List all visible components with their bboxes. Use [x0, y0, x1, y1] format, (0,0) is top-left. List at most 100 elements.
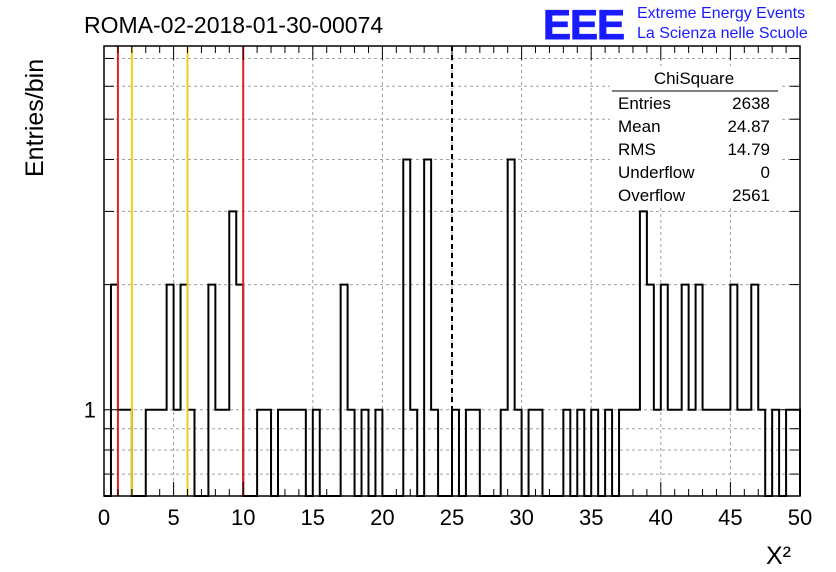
histogram-bin	[716, 410, 723, 496]
histogram-bin	[640, 211, 647, 496]
histogram-bin	[682, 285, 689, 496]
histogram-bin	[299, 410, 306, 496]
histogram-bin	[703, 410, 710, 496]
eee-logo: EEE Extreme Energy Events La Scienza nel…	[543, 1, 808, 49]
histogram-bin	[758, 410, 765, 496]
logo-line1: Extreme Energy Events	[637, 5, 805, 22]
histogram-bin	[181, 285, 188, 496]
stats-value-mean: 24.87	[727, 117, 770, 136]
x-tick-label: 45	[718, 505, 742, 530]
histogram-bin	[403, 159, 410, 496]
histogram-bin	[730, 285, 737, 496]
histogram-bin	[264, 410, 271, 496]
histogram-bin	[160, 410, 167, 496]
histogram-bin	[125, 410, 132, 496]
histogram-bin	[466, 410, 473, 496]
histogram-bin	[257, 410, 264, 496]
histogram-bin	[647, 285, 654, 496]
histogram-bin	[278, 410, 285, 496]
stats-label-mean: Mean	[618, 117, 661, 136]
histogram-bin	[501, 410, 508, 496]
histogram-bin	[793, 410, 800, 496]
histogram-bin	[529, 410, 536, 496]
histogram-bin	[362, 410, 369, 496]
histogram-bin	[375, 410, 382, 496]
x-tick-label: 20	[370, 505, 394, 530]
histogram-bin	[654, 410, 661, 496]
axes	[103, 45, 801, 497]
histogram-bin	[146, 410, 153, 496]
stats-box-title: ChiSquare	[654, 69, 734, 88]
histogram-bin	[689, 410, 696, 496]
histogram-bin	[786, 410, 793, 496]
logo-line2: La Scienza nelle Scuole	[637, 25, 808, 42]
histogram-bin	[626, 410, 633, 496]
chart-title: ROMA-02-2018-01-30-00074	[84, 12, 383, 38]
histogram-bin	[605, 410, 612, 496]
stats-label-rms: RMS	[618, 140, 656, 159]
y-tick-label: 1	[84, 398, 96, 423]
histogram-bin	[452, 410, 459, 496]
stats-value-overflow: 2561	[732, 186, 770, 205]
histogram-bin	[633, 410, 640, 496]
histogram-bin	[563, 410, 570, 496]
histogram-bin	[348, 410, 355, 496]
histogram-bin	[215, 410, 222, 496]
stats-value-entries: 2638	[732, 94, 770, 113]
histogram-bin	[341, 285, 348, 496]
histogram-bin	[675, 410, 682, 496]
histogram-bin	[222, 410, 229, 496]
histogram-bin	[285, 410, 292, 496]
stats-box-background	[610, 66, 780, 208]
histogram-bin	[431, 410, 438, 496]
stats-value-rms: 14.79	[727, 140, 770, 159]
tick-labels: 0 5 10 15 20 25 30 35 40 45 50 1	[84, 398, 812, 530]
histogram-bin	[744, 410, 751, 496]
histogram-bin	[619, 410, 626, 496]
histogram-bin	[118, 410, 125, 496]
stats-label-overflow: Overflow	[618, 186, 686, 205]
histogram-bin	[591, 410, 598, 496]
histogram-bin	[668, 410, 675, 496]
histogram-bin	[508, 159, 515, 496]
x-tick-label: 35	[579, 505, 603, 530]
histogram-bin	[236, 285, 243, 496]
stats-box: ChiSquare Entries 2638 Mean 24.87 RMS 14…	[610, 66, 780, 208]
histogram-bin	[696, 285, 703, 496]
histogram-bin	[313, 410, 320, 496]
histogram-bin	[536, 410, 543, 496]
x-tick-label: 10	[231, 505, 255, 530]
histogram-bin	[292, 410, 299, 496]
histogram-bin	[153, 410, 160, 496]
histogram-bin	[208, 285, 215, 496]
y-axis-label: Entries/bin	[21, 59, 49, 177]
histogram-bin	[723, 410, 730, 496]
histogram-bin	[737, 410, 744, 496]
stats-label-entries: Entries	[618, 94, 671, 113]
x-tick-label: 25	[440, 505, 464, 530]
histogram-bin	[710, 410, 717, 496]
histogram-bin	[229, 211, 236, 496]
logo-mark: EEE	[543, 1, 624, 48]
x-tick-label: 15	[301, 505, 325, 530]
x-tick-label: 0	[98, 505, 110, 530]
histogram-bin	[167, 285, 174, 496]
x-tick-label: 40	[649, 505, 673, 530]
histogram-bin	[174, 410, 181, 496]
histogram-bin	[772, 410, 779, 496]
histogram-bin	[424, 159, 431, 496]
histogram-bin	[111, 285, 118, 496]
histogram-bin	[577, 410, 584, 496]
reference-lines	[116, 46, 453, 496]
x-tick-label: 5	[167, 505, 179, 530]
x-axis-label: X²	[766, 542, 791, 570]
stats-label-underflow: Underflow	[618, 163, 695, 182]
histogram-bin	[661, 285, 668, 496]
x-tick-label: 30	[509, 505, 533, 530]
x-tick-label: 50	[788, 505, 812, 530]
histogram-bin	[473, 410, 480, 496]
histogram-bin	[515, 410, 522, 496]
stats-value-underflow: 0	[761, 163, 770, 182]
